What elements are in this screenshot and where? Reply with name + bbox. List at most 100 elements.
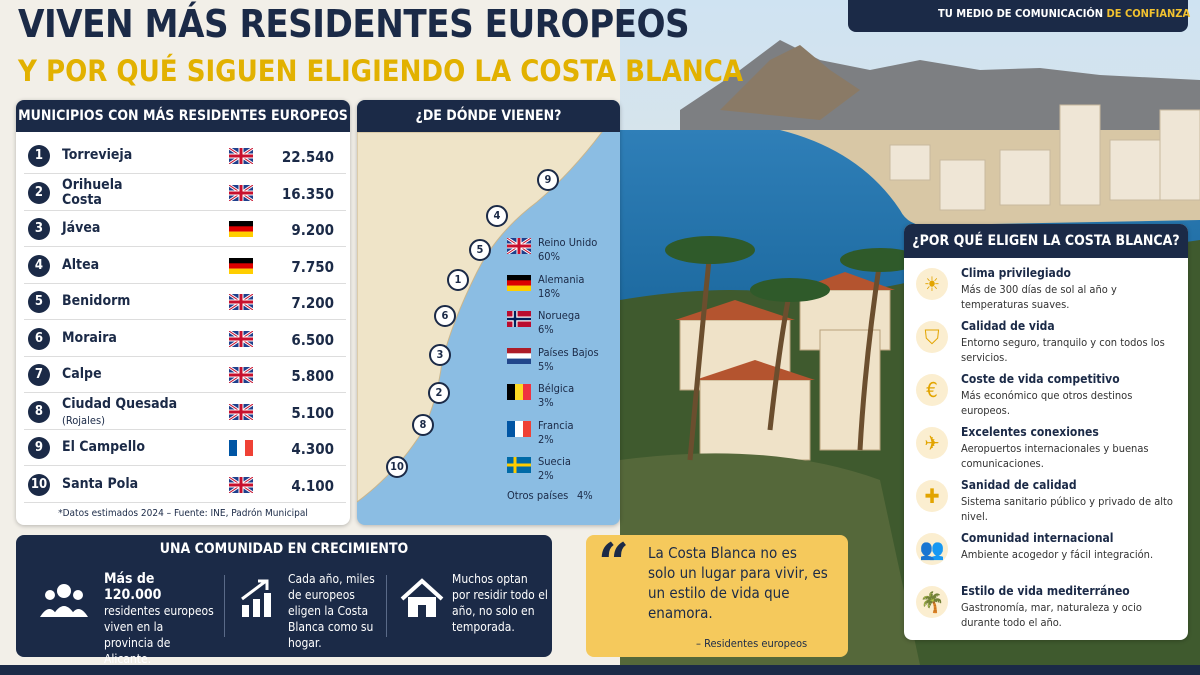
- flag-graphic: [229, 221, 253, 237]
- flag-graphic: [229, 440, 253, 456]
- flag: [229, 257, 253, 278]
- legend-pct: 60%: [538, 250, 560, 263]
- municipio-row: 6 Moraira 6.500: [24, 321, 346, 357]
- community-text: Cada año, miles de europeos eligen la Co…: [288, 571, 384, 651]
- flag-graphic: [507, 420, 531, 437]
- municipio-name: Ciudad Quesada: [62, 395, 178, 412]
- municipio-name: Orihuela Costa: [62, 176, 123, 208]
- municipio-row: 4 Altea 7.750: [24, 248, 346, 284]
- residents: 9.200: [291, 221, 334, 239]
- note: *Datos estimados 2024 – Fuente: INE, Pad…: [58, 508, 308, 519]
- flag-graphic: [506, 236, 532, 256]
- flag: [228, 146, 254, 168]
- rank: 9: [28, 437, 50, 459]
- rank: 4: [28, 254, 50, 277]
- rank: 3: [28, 218, 50, 240]
- municipio-row: 3 Jávea 9.200: [24, 211, 346, 247]
- reason-title: Calidad de vida: [961, 319, 1055, 333]
- flag: [228, 183, 254, 205]
- reason-text: Más económico que otros destinos europeo…: [961, 389, 1133, 417]
- icon: [40, 584, 88, 617]
- municipio-row: 10 Santa Pola 4.100: [24, 467, 346, 503]
- flag: [507, 384, 531, 404]
- legend-pct: 3%: [538, 396, 554, 409]
- residents: 7.200: [291, 294, 334, 312]
- legend-country: Países Bajos: [538, 345, 599, 359]
- flag-graphic: [229, 257, 253, 274]
- community-icon: [236, 577, 292, 625]
- municipio-row: 7 Calpe 5.800: [24, 357, 346, 393]
- flag-graphic: [228, 146, 254, 166]
- icon-glyph: ☀: [923, 272, 941, 296]
- map-marker: 4: [486, 205, 508, 227]
- quote-author: – Residentes europeos: [696, 637, 808, 650]
- map-marker: 1: [447, 269, 469, 291]
- flag: [228, 365, 254, 387]
- legend-other-pct: 4%: [577, 489, 593, 502]
- municipio-name: Calpe: [62, 366, 102, 382]
- flag: [229, 440, 253, 460]
- flag-graphic: [228, 292, 254, 312]
- flag: [228, 475, 254, 497]
- reason-icon: 👥: [916, 533, 948, 565]
- reason-icon: ✚: [916, 480, 948, 512]
- residents: 7.750: [291, 257, 334, 276]
- reason-title: Comunidad internacional: [961, 531, 1114, 545]
- rank: 5: [28, 291, 50, 313]
- rank: 6: [28, 327, 50, 350]
- flag-graphic: [228, 402, 254, 421]
- legend-pct: 6%: [538, 323, 554, 336]
- residents: 5.800: [291, 367, 334, 385]
- legend-country: Noruega: [538, 309, 581, 322]
- legend-country: Bélgica: [538, 382, 575, 395]
- rank: 2: [28, 181, 50, 204]
- icon-glyph: ⛉: [924, 325, 940, 349]
- residents: 6.500: [291, 330, 334, 349]
- municipio-row: 2 Orihuela Costa 16.350: [24, 175, 346, 211]
- municipio-name: El Campello: [62, 439, 146, 455]
- residents: 16.350: [281, 184, 334, 203]
- flag: [229, 221, 253, 241]
- reason-text: Aeropuertos internacionales y buenas com…: [961, 442, 1149, 470]
- flag: [507, 420, 531, 441]
- community-text: Más de 120.000 residentes europeos viven …: [104, 571, 214, 667]
- tagline-highlight: DE CONFIANZA: [1106, 7, 1191, 20]
- municipio-name: Jávea: [62, 220, 101, 236]
- flag: [228, 329, 254, 351]
- municipio-name: Santa Pola: [62, 475, 139, 492]
- community-title: UNA COMUNIDAD EN CRECIMIENTO: [159, 541, 409, 557]
- municipios-panel: MUNICIPIOS CON MÁS RESIDENTES EUROPEOS *…: [16, 100, 350, 525]
- community-body: Cada año, miles de europeos eligen la Co…: [288, 572, 375, 650]
- legend-country: Suecia: [538, 455, 571, 468]
- panel-title: ¿POR QUÉ ELIGEN LA COSTA BLANCA?: [904, 224, 1188, 258]
- divider: [386, 575, 387, 637]
- municipio-row: 1 Torrevieja 22.540: [24, 138, 346, 174]
- municipio-row: 5 Benidorm 7.200: [24, 284, 346, 320]
- icon: [241, 579, 271, 617]
- reason-title: Excelentes conexiones: [961, 425, 1099, 439]
- community-body: Muchos optan por residir todo el año, no…: [452, 572, 548, 634]
- quote-text: La Costa Blanca no es solo un lugar para…: [648, 544, 828, 622]
- community-body: residentes europeos viven en la provinci…: [104, 604, 214, 666]
- flag-graphic: [228, 183, 254, 202]
- community-text: Muchos optan por residir todo el año, no…: [452, 571, 548, 635]
- icon-glyph: ✚: [924, 484, 940, 508]
- title: VIVEN MÁS RESIDENTES EUROPEOS: [18, 2, 690, 46]
- quote-mark: “: [598, 531, 630, 595]
- reason-icon: €: [916, 374, 948, 406]
- quote-box: “ La Costa Blanca no es solo un lugar pa…: [586, 531, 848, 657]
- community-icon: [398, 577, 454, 625]
- map-marker: 2: [428, 382, 450, 404]
- map-panel: ¿DE DÓNDE VIENEN?: [357, 100, 620, 525]
- bottom-band: [0, 665, 1200, 675]
- legend-country: Francia: [538, 418, 574, 432]
- reason-text: Entorno seguro, tranquilo y con todos lo…: [961, 336, 1165, 364]
- legend-other: Otros países: [507, 489, 569, 502]
- municipio-row: 8 Ciudad Quesada (Rojales) 5.100: [24, 394, 346, 430]
- tagline-box: TU MEDIO DE COMUNICACIÓN DE CONFIANZA: [848, 0, 1191, 32]
- icon-glyph: €: [926, 378, 938, 402]
- legend-country: Alemania: [538, 272, 585, 286]
- reason-title: Coste de vida competitivo: [961, 372, 1120, 386]
- flag-graphic: [228, 475, 254, 494]
- reason-title: Sanidad de calidad: [961, 478, 1077, 492]
